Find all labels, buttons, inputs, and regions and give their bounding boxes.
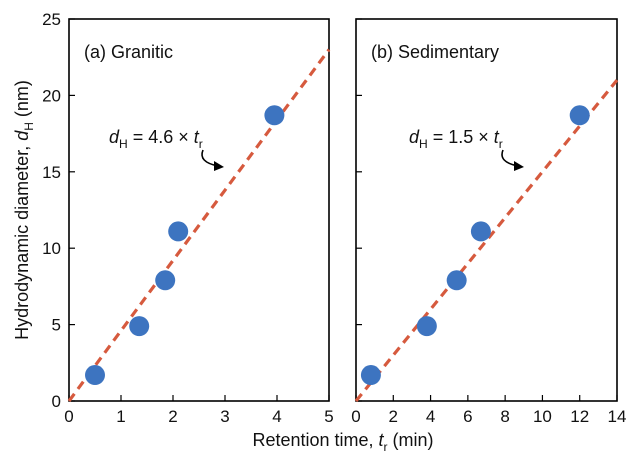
y-tick-label: 10 [42, 239, 61, 258]
y-tick-label: 5 [52, 316, 61, 335]
panel-b-frame [355, 18, 618, 402]
x-axis-title-var: t [379, 430, 385, 450]
x-tick-label: 3 [220, 407, 229, 426]
x-axis-title-unit: (min) [388, 430, 434, 450]
x-tick-label: 4 [272, 407, 281, 426]
y-axis-title-var: d [12, 130, 32, 141]
eq-a-lhs-sub: H [119, 137, 128, 151]
panel-a-frame [68, 18, 330, 402]
y-tick-label: 15 [42, 163, 61, 182]
x-tick-label: 14 [608, 407, 627, 426]
eq-b-mid: = 1.5 × [428, 127, 494, 147]
data-point [470, 221, 491, 242]
panel-a-points [85, 105, 285, 386]
x-axis-title: Retention time, tr (min) [252, 430, 433, 454]
x-tick-label: 5 [324, 407, 333, 426]
panel-sedimentary: 0 2 4 6 8 10 12 14 (b) Sedimentary dH = 1.5 × t… [351, 18, 626, 426]
x-tick-label: 0 [351, 407, 360, 426]
data-point [446, 270, 467, 291]
panel-a-arrowhead [214, 161, 224, 171]
x-tick-label: 2 [389, 407, 398, 426]
data-point [85, 365, 105, 386]
x-tick-label: 4 [426, 407, 435, 426]
eq-a-mid: = 4.6 × [128, 127, 194, 147]
y-tick-label: 0 [52, 392, 61, 411]
data-point [168, 221, 189, 242]
panel-b-points [360, 105, 590, 386]
data-point [129, 316, 150, 337]
eq-b-lhs: d [409, 127, 420, 147]
panel-b-ticks [355, 18, 618, 402]
eq-a-rhs: t [194, 127, 200, 147]
panel-a-ticks [68, 18, 330, 402]
y-tick-label: 20 [42, 86, 61, 105]
eq-a-lhs: d [109, 127, 120, 147]
eq-b-lhs-sub: H [419, 137, 428, 151]
y-axis-title-main: Hydrodynamic diameter, [12, 141, 32, 340]
x-tick-label: 0 [64, 407, 73, 426]
panel-b-equation: dH = 1.5 × tr [409, 127, 503, 151]
panel-a-label: (a) Granitic [84, 42, 173, 62]
x-tick-label: 10 [533, 407, 552, 426]
panel-b-tick-labels: 0 2 4 6 8 10 12 14 [351, 407, 626, 426]
x-tick-label: 1 [116, 407, 125, 426]
x-axis-title-sub: r [384, 440, 388, 454]
panel-a-equation: dH = 4.6 × tr [109, 127, 203, 151]
data-point [569, 105, 590, 126]
x-axis-title-main: Retention time, [252, 430, 378, 450]
data-point [360, 365, 381, 386]
x-tick-label: 6 [463, 407, 472, 426]
data-point [264, 105, 285, 126]
y-axis-title-unit: (nm) [12, 80, 32, 122]
eq-a-rhs-sub: r [199, 137, 203, 151]
eq-b-rhs-sub: r [499, 137, 503, 151]
panel-b-arrowhead [514, 161, 524, 171]
data-point [155, 270, 176, 291]
eq-b-rhs: t [494, 127, 500, 147]
y-tick-label: 25 [42, 10, 61, 29]
panel-a-tick-labels: 0 1 2 3 4 5 0 5 10 15 20 25 [42, 10, 334, 426]
data-point [416, 316, 437, 337]
panel-a-fit-line [67, 48, 331, 402]
panel-b-fit-line [354, 79, 619, 403]
x-tick-label: 2 [168, 407, 177, 426]
panel-granitic: 0 1 2 3 4 5 0 5 10 15 20 25 (a) Granitic dH = 4.6 ×… [42, 10, 334, 426]
x-tick-label: 8 [500, 407, 509, 426]
y-axis-title-sub: H [22, 122, 36, 131]
x-tick-label: 12 [570, 407, 589, 426]
panel-b-label: (b) Sedimentary [371, 42, 499, 62]
y-axis-title: Hydrodynamic diameter, dH (nm) [12, 80, 36, 340]
